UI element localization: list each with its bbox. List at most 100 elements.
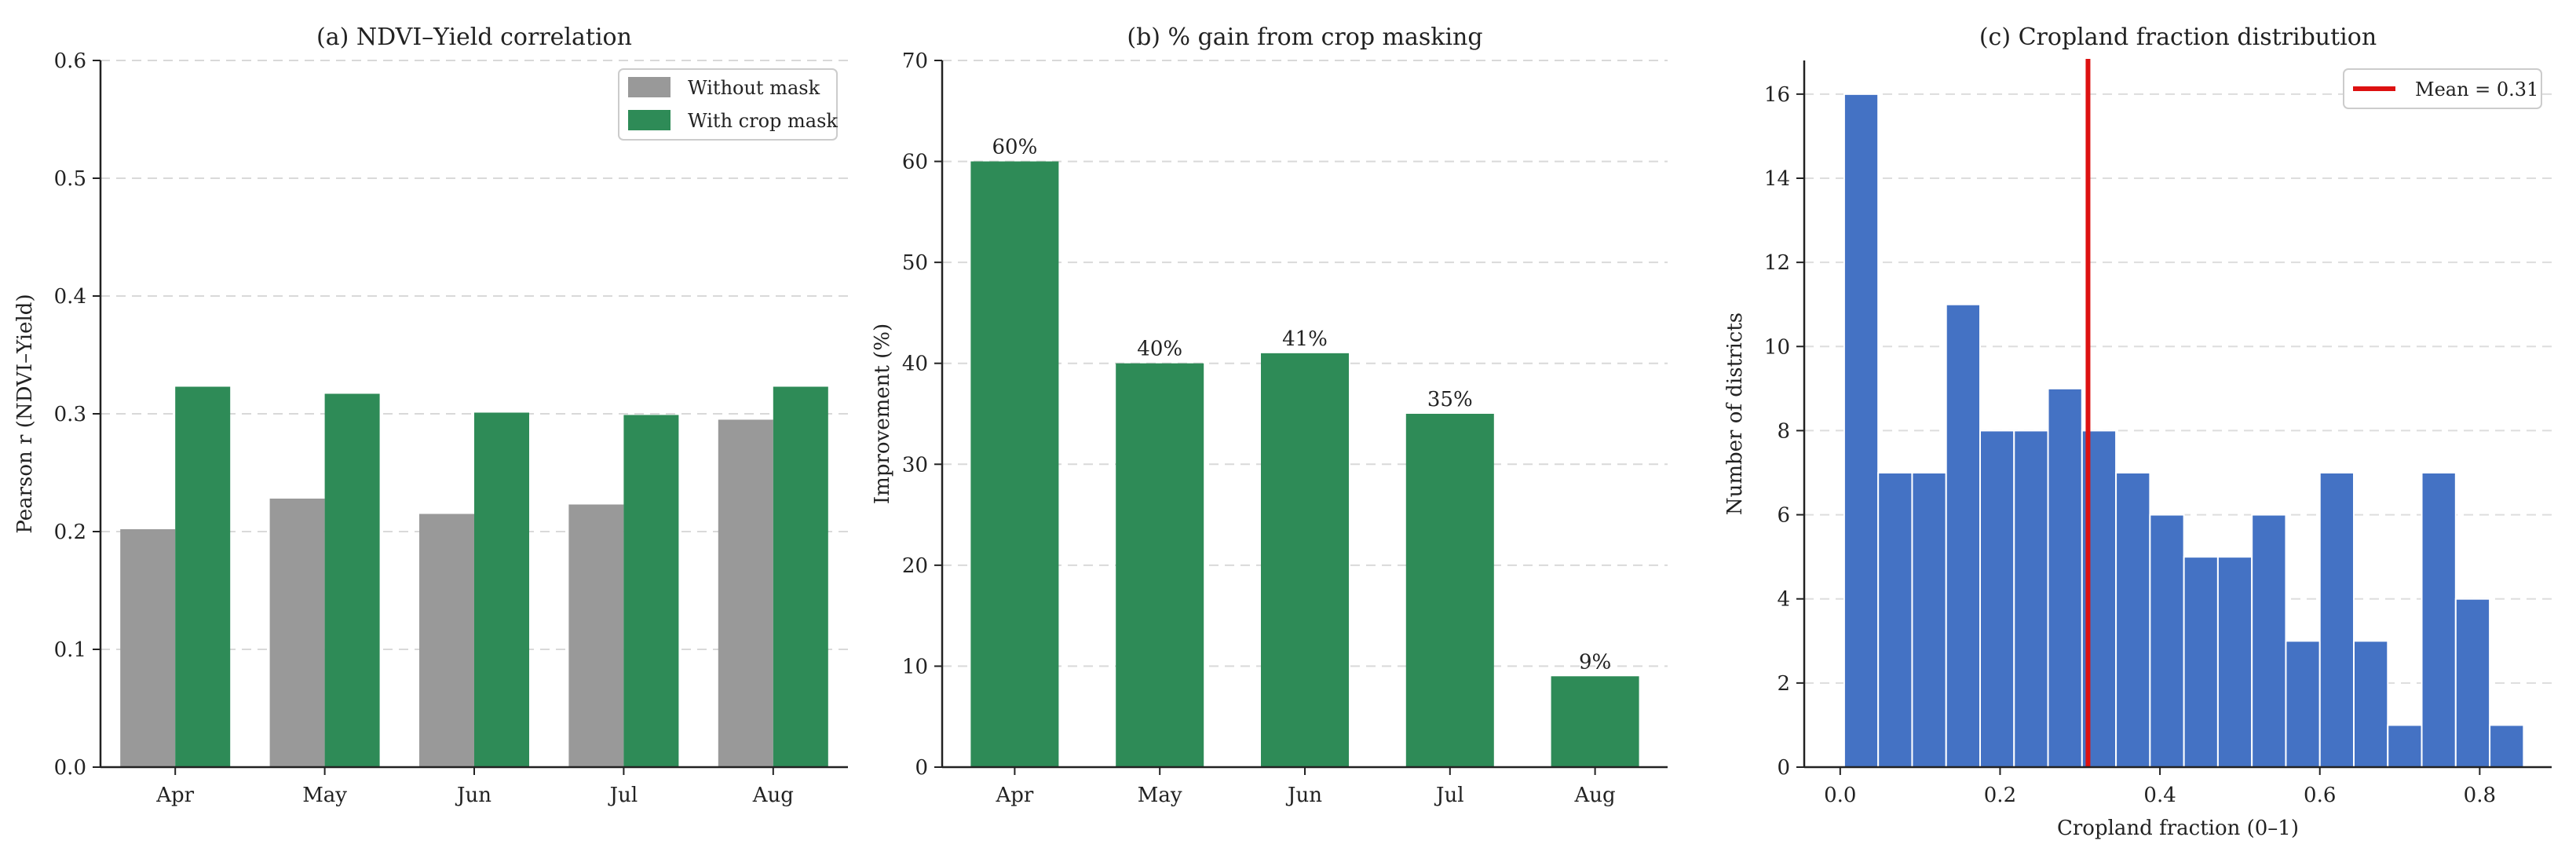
data-label: 41% bbox=[1282, 327, 1328, 351]
panel-a-ndvi-yield-correlation: 0.0 0.1 0.2 0.3 0.4 0.5 0.6 Apr May Jun Jul Aug (a… bbox=[13, 24, 848, 807]
y-tick-label: 0.3 bbox=[54, 403, 86, 426]
y-tick-label: 0.2 bbox=[54, 521, 86, 544]
data-label: 9% bbox=[1579, 650, 1611, 674]
histogram-bin bbox=[2489, 724, 2525, 769]
bar-without-mask-aug bbox=[718, 419, 773, 767]
panel-a-title: (a) NDVI–Yield correlation bbox=[316, 24, 632, 51]
bar-with-crop-mask-aug bbox=[773, 386, 828, 767]
panel-c-y-axis-label: Number of districts bbox=[1723, 313, 1747, 515]
data-label: 35% bbox=[1427, 388, 1473, 411]
panel-a-y-axis-label: Pearson r (NDVI–Yield) bbox=[13, 294, 37, 533]
histogram-bin bbox=[2115, 472, 2151, 768]
panel-b-y-axis-label: Improvement (%) bbox=[871, 323, 894, 504]
bar-with-crop-mask-apr bbox=[175, 386, 231, 767]
panel-a-y-ticks: 0.0 0.1 0.2 0.3 0.4 0.5 0.6 bbox=[54, 49, 100, 780]
x-tick-label: Apr bbox=[155, 784, 194, 807]
panel-b-data-labels: 60% 40% 41% 35% 9% bbox=[992, 136, 1612, 674]
x-tick-label: 0.6 bbox=[2304, 784, 2336, 807]
bar-without-mask-jul bbox=[568, 504, 624, 767]
panel-c-y-ticks: 0 2 4 6 8 10 12 14 16 bbox=[1764, 83, 1804, 780]
bar-gain-aug bbox=[1551, 676, 1639, 767]
y-tick-label: 12 bbox=[1764, 251, 1790, 275]
histogram-bin bbox=[2149, 514, 2185, 768]
panel-a-bars bbox=[120, 386, 828, 767]
bar-with-crop-mask-may bbox=[324, 393, 380, 767]
y-tick-label: 0 bbox=[1777, 756, 1790, 780]
legend-label-with-crop-mask: With crop mask bbox=[688, 110, 838, 132]
panel-c-x-axis-label: Cropland fraction (0–1) bbox=[2057, 817, 2299, 840]
x-tick-label: Aug bbox=[752, 784, 794, 807]
histogram-bin bbox=[2047, 387, 2083, 768]
y-tick-label: 20 bbox=[902, 554, 928, 578]
y-tick-label: 70 bbox=[902, 49, 928, 73]
x-tick-label: 0.4 bbox=[2143, 784, 2176, 807]
panel-c-legend-frame bbox=[2343, 68, 2542, 109]
histogram-bin bbox=[1843, 93, 1880, 769]
y-tick-label: 40 bbox=[902, 353, 928, 376]
histogram-bin bbox=[2285, 640, 2321, 768]
panel-c-bars bbox=[1843, 93, 2525, 769]
bar-gain-apr bbox=[970, 161, 1059, 768]
panel-b-bars bbox=[970, 161, 1639, 768]
histogram-bin bbox=[2318, 472, 2355, 768]
data-label: 40% bbox=[1137, 338, 1182, 361]
legend-label-without-mask: Without mask bbox=[688, 77, 820, 99]
panel-b-x-ticks: Apr May Jun Jul Aug bbox=[995, 767, 1616, 807]
panel-c-x-ticks: 0.0 0.2 0.4 0.6 0.8 bbox=[1824, 767, 2496, 807]
bar-gain-jul bbox=[1405, 414, 1494, 767]
histogram-bin bbox=[1911, 472, 1947, 768]
y-tick-label: 0.4 bbox=[54, 285, 86, 309]
panel-a-legend-frame bbox=[618, 68, 838, 141]
x-tick-label: Jul bbox=[608, 784, 638, 807]
legend-swatch-with-crop-mask bbox=[628, 110, 670, 130]
panel-b-y-ticks: 0 10 20 30 40 50 60 70 bbox=[902, 49, 942, 780]
x-tick-label: Jun bbox=[455, 784, 491, 807]
legend-label-mean: Mean = 0.31 bbox=[2415, 79, 2538, 101]
y-tick-label: 10 bbox=[1764, 335, 1790, 359]
data-label: 60% bbox=[992, 136, 1038, 159]
x-tick-label: May bbox=[302, 784, 347, 807]
bar-with-crop-mask-jun bbox=[474, 412, 529, 767]
y-tick-label: 6 bbox=[1777, 504, 1790, 528]
x-tick-label: 0.2 bbox=[1984, 784, 2016, 807]
x-tick-label: 0.8 bbox=[2464, 784, 2496, 807]
panel-a-legend: Without mask With crop mask bbox=[618, 68, 838, 141]
histogram-bin bbox=[2421, 472, 2457, 768]
panel-a-x-ticks: Apr May Jun Jul Aug bbox=[155, 767, 794, 807]
y-tick-label: 50 bbox=[902, 251, 928, 275]
x-tick-label: Jun bbox=[1285, 784, 1322, 807]
x-tick-label: Jul bbox=[1434, 784, 1463, 807]
x-tick-label: 0.0 bbox=[1824, 784, 1856, 807]
panel-b-gain-from-masking: 60% 40% 41% 35% 9% 0 10 20 30 40 50 60 70 Apr May Jun… bbox=[871, 24, 1668, 807]
bar-without-mask-jun bbox=[419, 514, 474, 767]
x-tick-label: May bbox=[1138, 784, 1182, 807]
histogram-bin bbox=[2251, 514, 2287, 768]
histogram-bin bbox=[2454, 598, 2491, 769]
y-tick-label: 14 bbox=[1764, 167, 1790, 191]
y-tick-label: 0 bbox=[915, 756, 928, 780]
bar-gain-may bbox=[1116, 363, 1204, 767]
panel-c-legend: Mean = 0.31 bbox=[2343, 68, 2542, 109]
panel-b-title: (b) % gain from crop masking bbox=[1127, 24, 1482, 51]
y-tick-label: 10 bbox=[902, 655, 928, 678]
bar-with-crop-mask-jul bbox=[623, 415, 679, 767]
y-tick-label: 0.5 bbox=[54, 167, 86, 191]
y-tick-label: 0.1 bbox=[54, 638, 86, 662]
y-tick-label: 30 bbox=[902, 453, 928, 477]
histogram-bin bbox=[2387, 724, 2423, 769]
panel-c-cropland-histogram: 0 2 4 6 8 10 12 14 16 0.0 0.2 0.4 0.6 0.8 (c) Cropla… bbox=[1723, 24, 2552, 840]
histogram-bin bbox=[1877, 472, 1913, 768]
y-tick-label: 8 bbox=[1777, 419, 1790, 443]
bar-without-mask-apr bbox=[120, 529, 176, 767]
bar-without-mask-may bbox=[269, 499, 325, 767]
y-tick-label: 0.0 bbox=[54, 756, 86, 780]
bar-gain-jun bbox=[1261, 353, 1349, 767]
y-tick-label: 4 bbox=[1777, 588, 1790, 612]
histogram-bin bbox=[1979, 430, 2015, 769]
y-tick-label: 0.6 bbox=[54, 49, 86, 73]
histogram-bin bbox=[2216, 556, 2253, 769]
legend-swatch-without-mask bbox=[628, 77, 670, 97]
histogram-bin bbox=[2013, 430, 2049, 769]
histogram-bin bbox=[2183, 556, 2219, 769]
